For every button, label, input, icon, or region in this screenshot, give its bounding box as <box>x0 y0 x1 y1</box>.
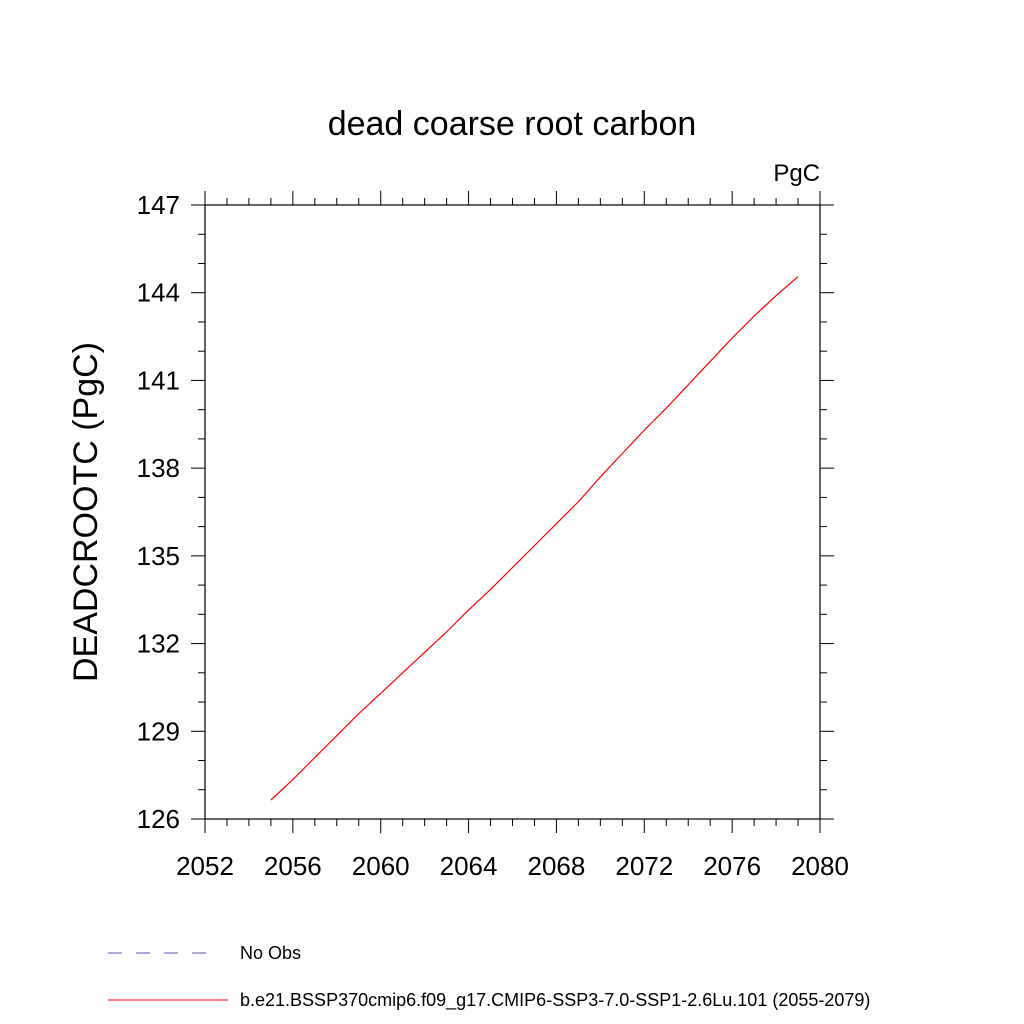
x-tick-label: 2076 <box>703 851 761 881</box>
y-tick-label: 144 <box>137 278 180 308</box>
units-label: PgC <box>773 160 820 187</box>
series-line <box>270 276 799 801</box>
x-tick-label: 2080 <box>791 851 849 881</box>
plot-frame <box>204 204 821 820</box>
y-tick-label: 147 <box>137 190 180 220</box>
legend-label: b.e21.BSSP370cmip6.f09_g17.CMIP6-SSP3-7.… <box>240 990 870 1011</box>
x-tick-label: 2056 <box>264 851 322 881</box>
y-tick-label: 135 <box>137 541 180 571</box>
x-tick-label: 2072 <box>615 851 673 881</box>
y-tick-label: 132 <box>137 629 180 659</box>
y-tick-label: 129 <box>137 716 180 746</box>
axis-ticks <box>191 191 834 833</box>
y-tick-label: 126 <box>137 804 180 834</box>
legend: No Obs b.e21.BSSP370cmip6.f09_g17.CMIP6-S… <box>108 943 870 1011</box>
x-tick-label: 2064 <box>440 851 498 881</box>
x-tick-label: 2060 <box>352 851 410 881</box>
x-tick-label: 2068 <box>528 851 586 881</box>
legend-label: No Obs <box>240 943 301 963</box>
series-group <box>270 276 799 801</box>
chart-title: dead coarse root carbon <box>328 105 697 143</box>
y-axis-label: DEADCROOTC (PgC) <box>67 342 105 682</box>
y-tick-label: 141 <box>137 365 180 395</box>
tick-labels: 2052 2056 2060 2064 2068 2072 2076 2080 126 129 13… <box>137 190 849 881</box>
y-tick-label: 138 <box>137 453 180 483</box>
x-tick-label: 2052 <box>176 851 234 881</box>
